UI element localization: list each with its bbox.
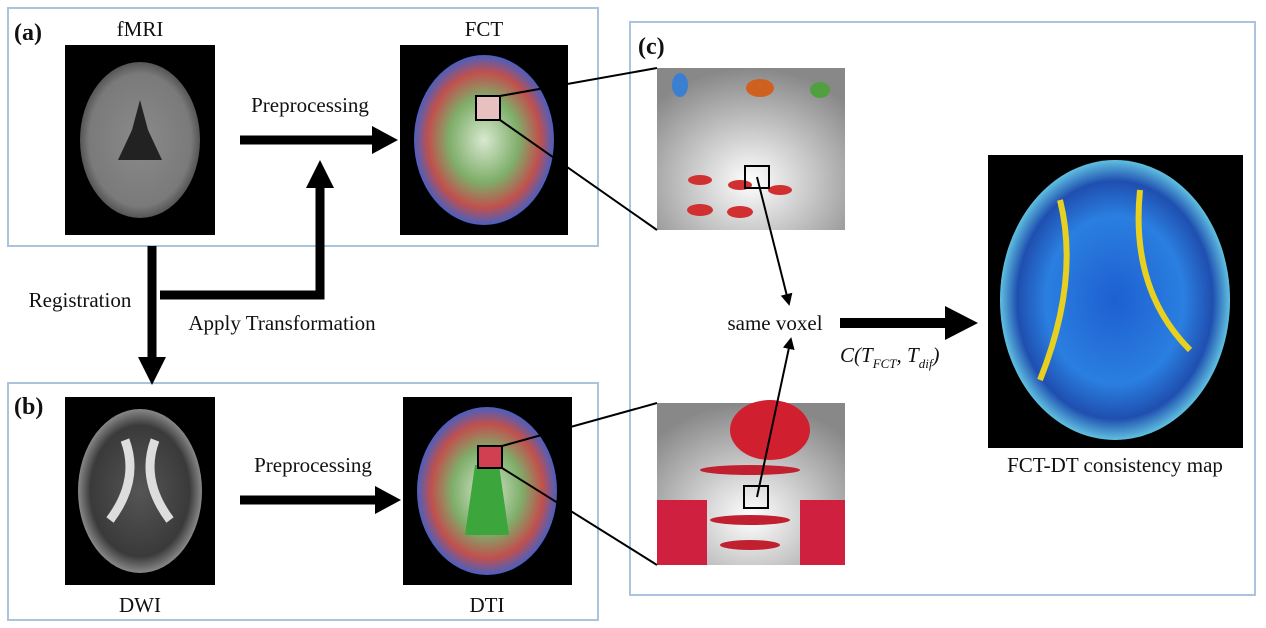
link-label: Registration (29, 288, 132, 312)
formula-part: , T (897, 343, 921, 367)
image-label: fMRI (117, 17, 164, 41)
figure: (a) fMRI FCT Preprocessing Registration … (0, 0, 1266, 623)
link-label: Apply Transformation (188, 311, 376, 335)
step-label: Preprocessing (251, 93, 369, 117)
image-label: DWI (119, 593, 161, 617)
center-label: same voxel (727, 311, 822, 335)
formula-part: C(T (840, 343, 874, 367)
formula-part: ) (931, 343, 939, 367)
panel-label: (a) (14, 20, 42, 46)
panel-label: (c) (638, 34, 665, 60)
image-label: DTI (470, 593, 505, 617)
formula: C(TFCT, Tdif) (840, 343, 939, 371)
step-label: Preprocessing (254, 453, 372, 477)
result-label: FCT-DT consistency map (1007, 453, 1223, 477)
panel-label: (b) (14, 394, 43, 420)
image-label: FCT (465, 17, 504, 41)
formula-part: FCT (872, 356, 898, 371)
